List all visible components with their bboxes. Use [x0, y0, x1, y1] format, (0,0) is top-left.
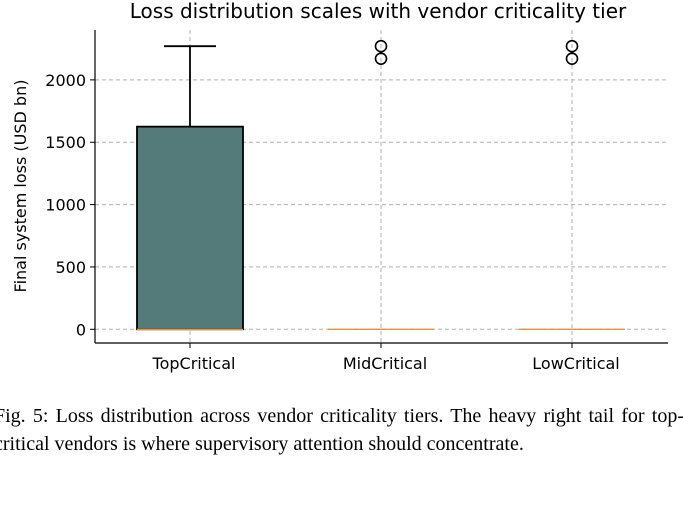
outlier-point-1	[374, 39, 388, 53]
x-tick-label-1: MidCritical	[343, 354, 427, 373]
figure-caption: Fig. 5: Loss distribution across vendor …	[0, 405, 683, 455]
y-tick-label-4: 2000	[45, 71, 86, 90]
x-ticks: TopCritical MidCritical LowCritical	[152, 343, 620, 373]
outlier-point-1	[565, 39, 579, 53]
outlier-point-0	[565, 52, 579, 65]
y-tick-label-0: 0	[76, 320, 86, 339]
chart-title: Loss distribution scales with vendor cri…	[130, 0, 627, 23]
boxes	[136, 39, 625, 331]
box-lowcritical	[519, 39, 625, 330]
y-tick-label-2: 1000	[45, 196, 86, 215]
box-midcritical	[328, 39, 434, 330]
outlier-point-0	[374, 52, 388, 65]
y-axis-label: Final system loss (USD bn)	[11, 80, 30, 293]
x-tick-label-2: LowCritical	[532, 354, 619, 373]
y-ticks: 0 500 1000 1500 2000	[45, 71, 95, 339]
y-tick-label-1: 500	[55, 258, 86, 277]
y-tick-label-3: 1500	[45, 133, 86, 152]
box-topcritical	[136, 45, 244, 331]
x-tick-label-0: TopCritical	[152, 354, 236, 373]
iqr-box	[136, 125, 244, 331]
box-plot: Loss distribution scales with vendor cri…	[11, 0, 668, 373]
